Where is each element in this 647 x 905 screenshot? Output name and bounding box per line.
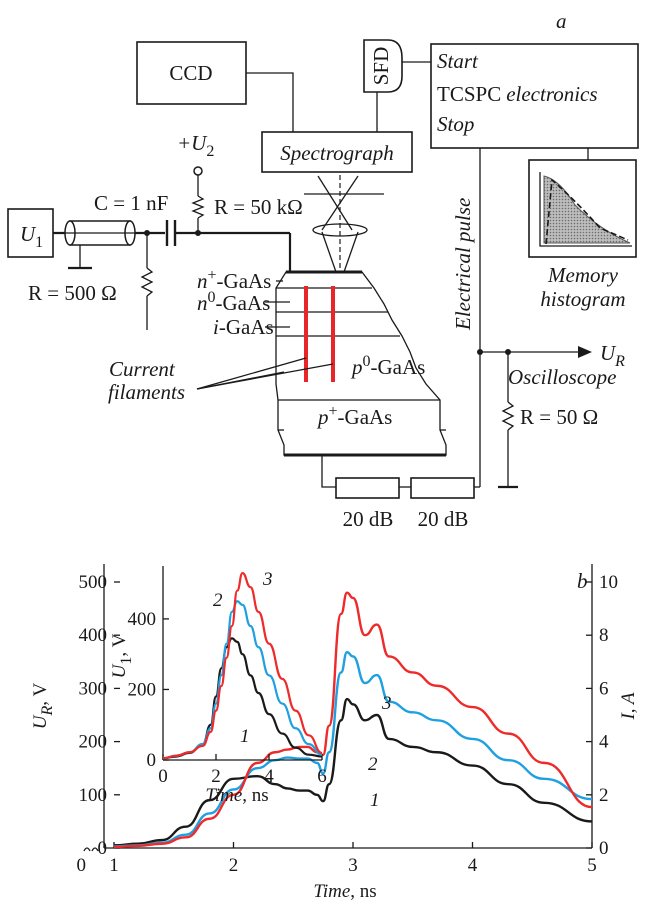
y-tick-label: 0 xyxy=(147,750,157,771)
layer-n-zero: n0-GaAs xyxy=(197,289,270,315)
panel-a-label: a xyxy=(556,9,567,33)
inset-curve-label-1: 1 xyxy=(240,726,250,747)
spectrograph-label: Spectrograph xyxy=(280,141,394,165)
x-tick-label: 2 xyxy=(229,855,239,876)
layer-p-plus: p+-GaAs xyxy=(316,403,392,429)
x-tick-label: 2 xyxy=(211,766,221,787)
ccd-wire xyxy=(246,72,294,132)
oscilloscope-label: Oscilloscope xyxy=(508,365,616,389)
y-axis-right-label: I, A xyxy=(618,692,639,720)
layer-i: i-GaAs xyxy=(213,315,274,339)
series-line-3 xyxy=(113,591,593,849)
r50k-resistor xyxy=(191,195,205,219)
capacitor-label-text: C = 1 nF xyxy=(94,191,168,215)
y-tick-label: 400 xyxy=(128,609,157,630)
series-line-1 xyxy=(113,697,593,847)
layer-leader-lines xyxy=(196,280,334,390)
u1-label: U1 xyxy=(20,222,43,251)
y-tick-label: 400 xyxy=(79,625,108,646)
series-line-3 xyxy=(162,571,323,760)
x-axis-label: Time, ns xyxy=(313,881,376,902)
inset-y-axis-label: U1, V xyxy=(109,633,135,678)
x-tick-label: 0 xyxy=(158,766,168,787)
y2-tick-label: 8 xyxy=(599,625,609,646)
x-tick-label: 1 xyxy=(109,855,119,876)
x-tick-label: 4 xyxy=(264,766,274,787)
tcspc-stop: Stop xyxy=(437,112,474,136)
inset-x-axis-label: Time, ns xyxy=(205,785,268,806)
curve-label-3: 3 xyxy=(381,693,392,714)
curve-label-1: 1 xyxy=(370,790,380,811)
electrical-pulse-label: Electrical pulse xyxy=(451,198,475,331)
y-tick-label: 200 xyxy=(128,679,157,700)
y-tick-label: 0 xyxy=(98,838,108,859)
layer-p-zero: p0-GaAs xyxy=(350,353,425,379)
r500-resistor xyxy=(140,267,154,297)
inset-curves xyxy=(162,571,323,760)
panel-b-label: b xyxy=(577,569,588,593)
ccd-label: CCD xyxy=(169,61,212,85)
y2-tick-label: 2 xyxy=(599,785,609,806)
inset-curve-label-2: 2 xyxy=(213,590,223,611)
y2-tick-label: 4 xyxy=(599,732,609,753)
current-filaments-label-2: filaments xyxy=(108,380,185,404)
x-tick-label: 4 xyxy=(468,855,478,876)
inset-curve-label-3: 3 xyxy=(262,569,273,590)
u2-terminal xyxy=(193,166,203,176)
attenuator-1-label: 20 dB xyxy=(343,507,394,531)
series-line-2 xyxy=(113,651,593,848)
x-tick-label: 6 xyxy=(317,766,327,787)
spectrograph-box xyxy=(261,131,413,173)
x-tick-label: 5 xyxy=(587,855,597,876)
inset-ticks: 0 2 4 6 0 200 400 xyxy=(128,609,327,787)
ccd-box xyxy=(136,41,247,105)
inset-chart: 0 2 4 6 0 200 400 Time, ns U1, V 1 2 3 xyxy=(109,566,327,806)
y2-tick-label: 10 xyxy=(599,572,618,593)
axis-break xyxy=(83,842,99,854)
attenuator-2 xyxy=(410,477,475,499)
optics xyxy=(304,175,384,273)
r50-resistor xyxy=(501,401,515,431)
gaas-structure xyxy=(275,270,447,457)
curve-label-2: 2 xyxy=(368,754,378,775)
layer-n-plus: n+-GaAs xyxy=(197,267,271,293)
ur-arrow xyxy=(578,346,592,358)
attenuator-1 xyxy=(335,477,400,499)
attenuator-2-label: 20 dB xyxy=(418,507,469,531)
y-tick-label: 200 xyxy=(79,732,108,753)
y-tick-label: 500 xyxy=(79,572,108,593)
r50-label: R = 50 Ω xyxy=(520,405,598,429)
y2-tick-label: 0 xyxy=(599,838,609,859)
tcspc-start: Start xyxy=(437,49,479,73)
histogram-label: histogram xyxy=(540,287,625,311)
y2-tick-label: 6 xyxy=(599,678,609,699)
y-tick-label: 100 xyxy=(79,785,108,806)
schematic-panel: a CCD SFD Start TCSPC electronics Stop Sp… xyxy=(7,9,639,531)
r50k-label: R = 50 kΩ xyxy=(214,195,303,219)
r500-label: R = 500 Ω xyxy=(28,281,117,305)
memory-label: Memory xyxy=(547,263,619,287)
x-tick-label: 3 xyxy=(348,855,358,876)
x-axis-zero: 0 xyxy=(77,855,87,876)
tcspc-box xyxy=(430,43,639,149)
y-axis-left-label: UR, V xyxy=(30,683,56,730)
u2-label: +U2 xyxy=(177,131,214,160)
current-filaments-label-1: Current xyxy=(109,357,176,381)
main-curves xyxy=(113,591,593,849)
sfd-box xyxy=(363,39,403,93)
tcspc-title: TCSPC electronics xyxy=(437,82,598,106)
ur-label: UR xyxy=(600,341,625,370)
y-tick-label: 300 xyxy=(79,678,108,699)
sfd-label: SFD xyxy=(369,47,393,86)
